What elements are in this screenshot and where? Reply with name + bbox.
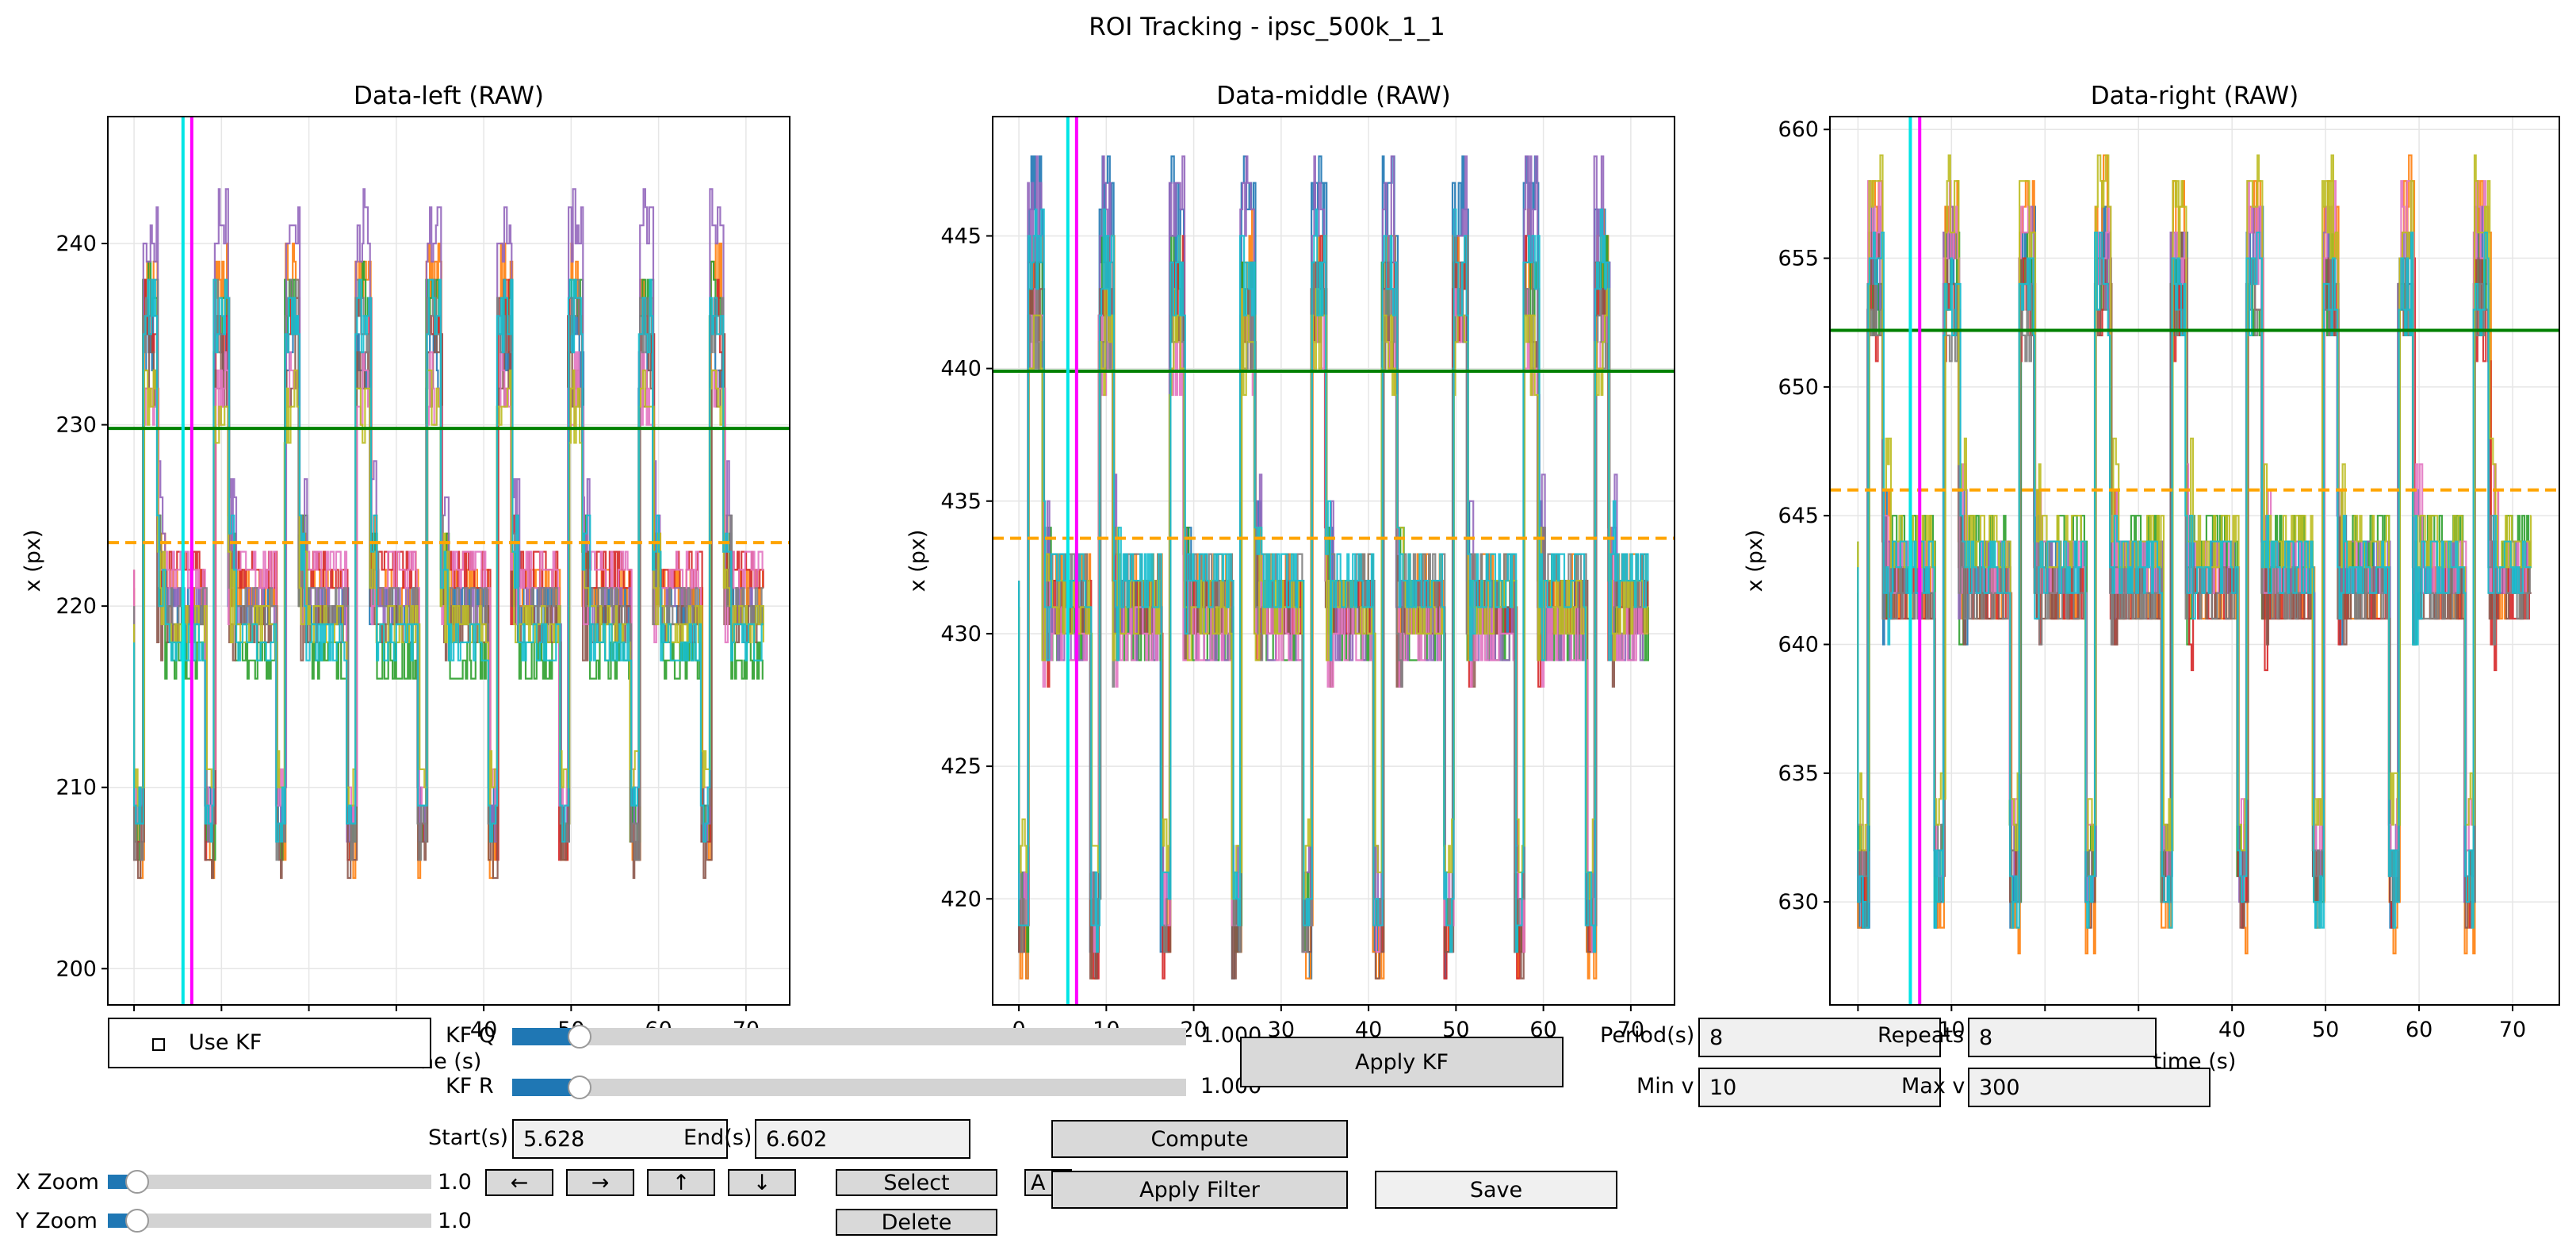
y-tick-label: 220 [56, 594, 97, 619]
delete-button[interactable]: Delete [836, 1209, 997, 1236]
x-tick-label: 40 [470, 1018, 497, 1042]
start-input[interactable]: 5.628 [512, 1119, 728, 1159]
min-v-label: Min v [1636, 1074, 1694, 1099]
y-axis-label: x (px) [1743, 530, 1767, 592]
chart-title: Data-right (RAW) [2091, 82, 2299, 110]
kf-q-label: KF Q [446, 1023, 496, 1048]
series-line [1857, 232, 2532, 929]
axes-frame [1829, 116, 2560, 1006]
select-button[interactable]: Select [836, 1169, 997, 1196]
y-tick-label: 650 [1778, 375, 1819, 400]
axes-frame [992, 116, 1675, 1006]
y-axis-label: x (px) [905, 530, 930, 592]
y-zoom-slider-handle[interactable] [124, 1209, 149, 1233]
start-label: Start(s) [428, 1125, 509, 1150]
y-zoom-label: Y Zoom [16, 1209, 98, 1233]
window-title: ROI Tracking - ipsc_500k_1_1 [1089, 13, 1445, 41]
x-zoom-slider[interactable] [108, 1170, 431, 1194]
series-line [1018, 208, 1649, 953]
end-input[interactable]: 6.602 [755, 1119, 970, 1159]
y-tick-label: 635 [1778, 761, 1819, 786]
pan-left-button[interactable]: ← [485, 1169, 553, 1196]
apply-filter-button[interactable]: Apply Filter [1051, 1171, 1348, 1209]
y-tick-label: 440 [940, 357, 982, 382]
use-kf-checkbox[interactable] [152, 1038, 165, 1051]
series-line [133, 188, 764, 843]
use-kf-checkbox-panel[interactable]: Use KF [108, 1018, 431, 1068]
x-tick-label: 50 [2312, 1018, 2339, 1042]
chart-panel-middle[interactable]: 420425430435440445010203040506070Data-mi… [905, 82, 1675, 1042]
pan-right-button[interactable]: → [566, 1169, 634, 1196]
max-v-input[interactable]: 300 [1968, 1068, 2210, 1107]
y-tick-label: 630 [1778, 890, 1819, 914]
x-tick-label: 10 [1938, 1018, 1965, 1042]
y-tick-label: 425 [940, 754, 982, 779]
kf-r-slider-handle[interactable] [568, 1076, 591, 1099]
repeats-input[interactable]: 8 [1968, 1018, 2157, 1057]
y-zoom-slider[interactable] [108, 1209, 431, 1233]
chart-title: Data-middle (RAW) [1216, 82, 1451, 110]
x-tick-label: 60 [2406, 1018, 2432, 1042]
x-tick-label: 40 [2218, 1018, 2245, 1042]
x-zoom-label: X Zoom [16, 1170, 99, 1194]
x-tick-label: 70 [1617, 1018, 1644, 1042]
period-input[interactable]: 8 [1698, 1018, 1941, 1057]
end-label: End(s) [683, 1125, 752, 1150]
chart-panel-left[interactable]: 200210220230240010203040506070Data-left … [21, 82, 790, 1042]
y-tick-label: 210 [56, 776, 97, 800]
y-tick-label: 430 [940, 622, 982, 646]
y-tick-label: 240 [56, 232, 97, 256]
axes-frame [107, 116, 790, 1006]
period-label: Period(s) [1600, 1023, 1695, 1048]
kf-q-slider-fill [512, 1028, 580, 1045]
y-tick-label: 640 [1778, 633, 1819, 658]
y-tick-label: 420 [940, 887, 982, 911]
pan-up-button[interactable]: ↑ [647, 1169, 715, 1196]
chart-panel-right[interactable]: 630635640645650655660010203040506070Data… [1743, 82, 2560, 1074]
series-line [133, 278, 764, 843]
chart-title: Data-left (RAW) [354, 82, 544, 110]
save-button[interactable]: Save [1375, 1171, 1617, 1209]
compute-button[interactable]: Compute [1051, 1120, 1348, 1158]
y-tick-label: 230 [56, 413, 97, 438]
kf-q-slider-handle[interactable] [568, 1025, 591, 1049]
kf-q-slider[interactable] [512, 1025, 1186, 1049]
x-zoom-value: 1.0 [438, 1170, 472, 1194]
y-tick-label: 645 [1778, 504, 1819, 528]
pan-down-button[interactable]: ↓ [728, 1169, 796, 1196]
x-zoom-slider-handle[interactable] [124, 1170, 149, 1194]
x-tick-label: 70 [2499, 1018, 2526, 1042]
min-v-input[interactable]: 10 [1698, 1068, 1941, 1107]
use-kf-label: Use KF [189, 1030, 262, 1055]
kf-r-label: KF R [446, 1074, 494, 1099]
repeats-label: Repeats [1877, 1023, 1965, 1048]
y-axis-label: x (px) [21, 530, 45, 592]
y-tick-label: 200 [56, 957, 97, 981]
y-tick-label: 660 [1778, 117, 1819, 142]
y-tick-label: 445 [940, 224, 982, 248]
apply-kf-button[interactable]: Apply KF [1240, 1037, 1564, 1087]
y-zoom-value: 1.0 [438, 1209, 472, 1233]
y-tick-label: 435 [940, 489, 982, 514]
y-tick-label: 655 [1778, 247, 1819, 271]
kf-r-slider[interactable] [512, 1076, 1186, 1099]
kf-r-slider-fill [512, 1079, 580, 1096]
max-v-label: Max v [1901, 1074, 1965, 1099]
